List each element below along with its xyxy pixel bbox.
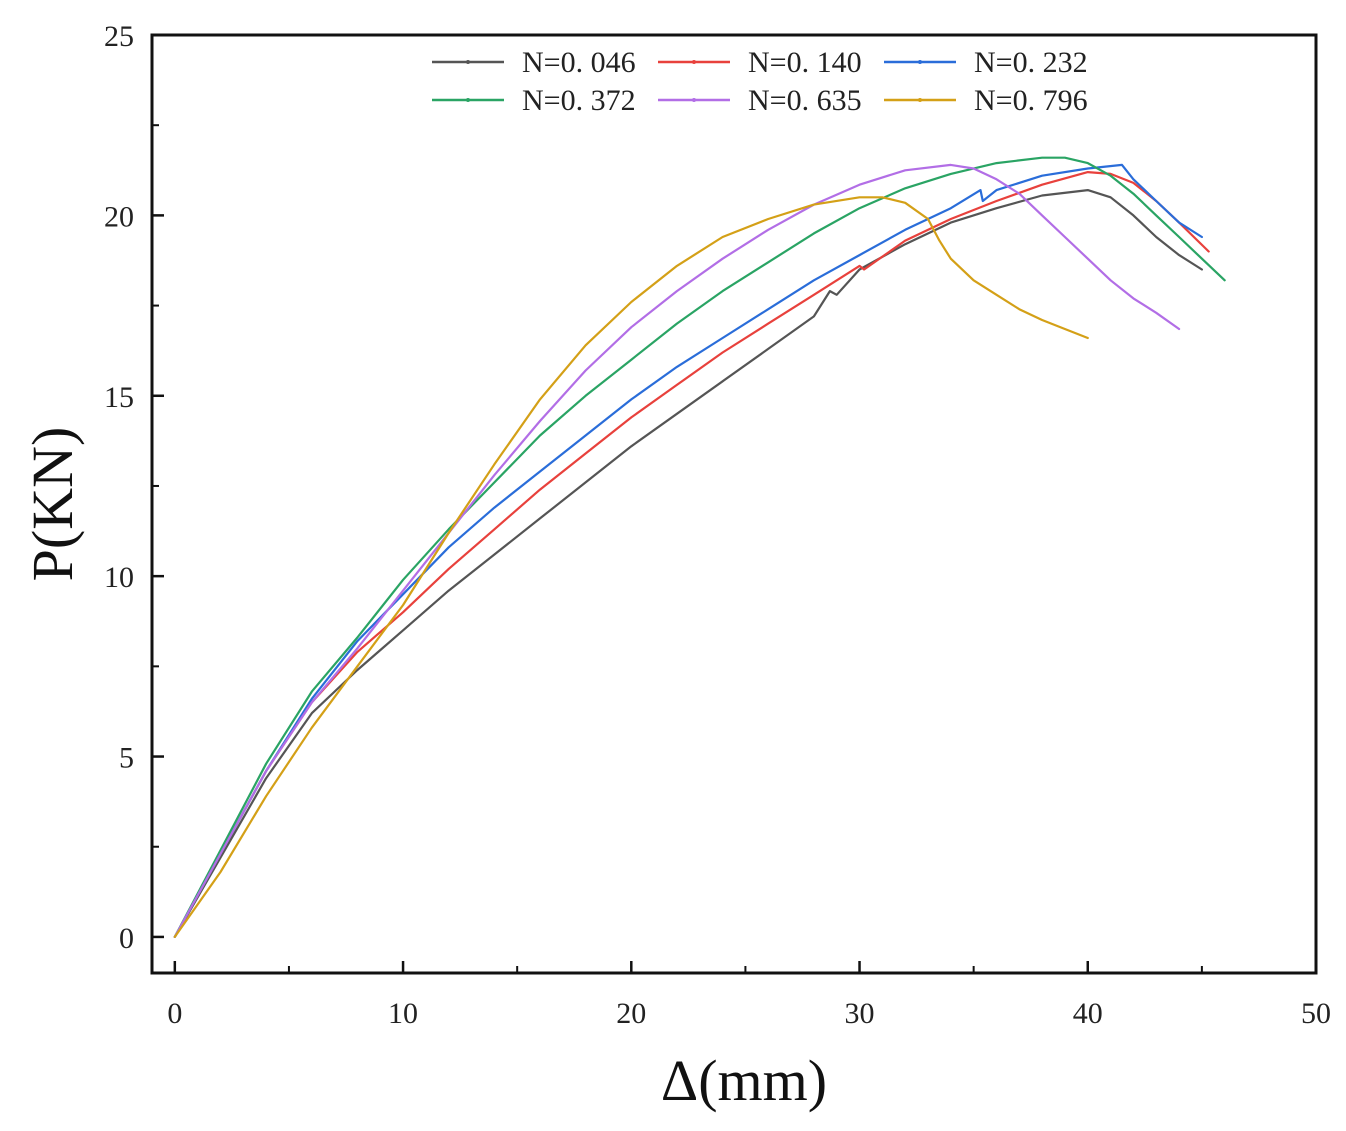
legend-label: N=0. 046 xyxy=(522,46,636,79)
y-axis-ticks: 0 5 10 15 20 25 xyxy=(104,20,164,955)
legend-label: N=0. 635 xyxy=(748,84,862,117)
series-line-4 xyxy=(173,156,1226,939)
y-tick-label: 5 xyxy=(119,742,134,775)
legend-label: N=0. 140 xyxy=(748,46,862,79)
series-line-5 xyxy=(173,163,1181,939)
legend: N=0. 046 N=0. 140 N=0. 232 N=0. 372 N=0. 635… xyxy=(432,46,1088,117)
legend-marker xyxy=(466,60,470,64)
legend-marker xyxy=(692,60,696,64)
legend-item-2: N=0. 140 xyxy=(658,46,862,79)
legend-marker xyxy=(692,98,696,102)
x-tick-label: 30 xyxy=(845,997,875,1030)
y-tick-label: 0 xyxy=(119,922,134,955)
x-tick-label: 10 xyxy=(388,997,418,1030)
x-axis-ticks: 0 10 20 30 40 50 xyxy=(167,961,1331,1030)
series-line-6 xyxy=(173,196,1089,939)
plot-frame xyxy=(150,33,1318,975)
legend-label: N=0. 796 xyxy=(974,84,1088,117)
legend-marker xyxy=(918,60,922,64)
y-tick-label: 15 xyxy=(104,381,134,414)
minor-ticks xyxy=(152,124,1203,973)
series-line-3 xyxy=(173,163,1204,939)
x-tick-label: 50 xyxy=(1301,997,1331,1030)
x-tick-label: 20 xyxy=(616,997,646,1030)
legend-label: N=0. 372 xyxy=(522,84,636,117)
x-axis-title: Δ(mm) xyxy=(661,1048,827,1113)
y-tick-label: 20 xyxy=(104,200,134,233)
legend-item-1: N=0. 046 xyxy=(432,46,636,79)
legend-item-6: N=0. 796 xyxy=(884,84,1088,117)
legend-item-5: N=0. 635 xyxy=(658,84,862,117)
legend-item-3: N=0. 232 xyxy=(884,46,1088,79)
x-tick-label: 0 xyxy=(167,997,182,1030)
y-tick-label: 25 xyxy=(104,20,134,53)
legend-marker xyxy=(466,98,470,102)
y-axis-title: P(KN) xyxy=(20,427,85,582)
legend-item-4: N=0. 372 xyxy=(432,84,636,117)
x-tick-label: 40 xyxy=(1073,997,1103,1030)
series-line-2 xyxy=(173,171,1210,939)
series-line-1 xyxy=(173,189,1204,939)
legend-marker xyxy=(918,98,922,102)
series-layer xyxy=(173,156,1226,939)
y-tick-label: 10 xyxy=(104,561,134,594)
legend-label: N=0. 232 xyxy=(974,46,1088,79)
